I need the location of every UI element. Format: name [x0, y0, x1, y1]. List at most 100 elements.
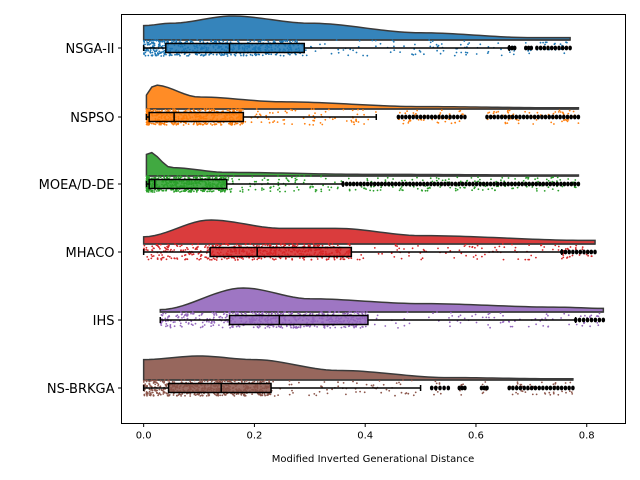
data-point	[501, 176, 504, 179]
data-point	[151, 191, 154, 193]
data-point	[164, 312, 167, 315]
data-point	[501, 243, 504, 245]
data-point	[159, 247, 161, 250]
data-point	[269, 244, 272, 247]
data-point	[351, 109, 354, 112]
data-point	[411, 247, 414, 250]
data-point	[556, 180, 558, 183]
data-point	[282, 39, 285, 42]
data-point	[166, 383, 168, 385]
data-point	[202, 54, 205, 57]
data-point	[318, 244, 321, 246]
outlier-point	[455, 114, 460, 120]
data-point	[198, 258, 201, 261]
data-point	[289, 108, 292, 111]
data-point	[266, 244, 269, 247]
data-point	[569, 390, 571, 393]
data-point	[279, 40, 281, 42]
data-point	[186, 55, 188, 57]
data-point	[223, 311, 226, 314]
data-point	[544, 317, 547, 319]
data-point	[529, 383, 532, 386]
data-point	[165, 392, 168, 395]
outlier-point	[429, 114, 434, 120]
data-point	[558, 109, 561, 112]
data-point	[374, 39, 377, 42]
data-point	[280, 40, 283, 43]
data-point	[481, 247, 483, 250]
outlier-point	[554, 114, 559, 120]
data-point	[355, 51, 358, 54]
data-point	[311, 186, 314, 188]
data-point	[221, 380, 224, 382]
data-point	[188, 253, 191, 256]
data-point	[408, 255, 410, 257]
data-point	[148, 383, 151, 386]
data-point	[352, 380, 354, 383]
series-nsga-ii	[142, 15, 572, 57]
data-point	[394, 394, 396, 397]
data-point	[468, 42, 471, 44]
data-point	[414, 53, 417, 56]
data-point	[173, 176, 176, 179]
data-point	[392, 40, 395, 43]
data-point	[155, 54, 158, 56]
outlier-point	[358, 181, 363, 187]
outlier-point	[527, 181, 531, 187]
data-point	[273, 258, 275, 261]
data-point	[190, 320, 193, 323]
data-point	[337, 311, 340, 314]
data-point	[291, 109, 294, 112]
data-point	[272, 325, 275, 328]
data-point	[488, 312, 491, 315]
data-point	[340, 180, 343, 183]
data-point	[448, 321, 451, 324]
data-point	[389, 51, 392, 54]
data-point	[150, 385, 152, 387]
data-point	[236, 258, 239, 261]
data-point	[198, 122, 201, 125]
data-point	[217, 379, 220, 382]
data-point	[598, 312, 601, 315]
data-point	[191, 311, 194, 314]
data-point	[244, 394, 247, 397]
data-point	[231, 180, 234, 183]
data-point	[166, 177, 169, 179]
data-point	[235, 243, 238, 246]
data-point	[303, 179, 306, 182]
data-point	[464, 51, 467, 54]
data-point	[215, 243, 217, 246]
outlier-point	[418, 114, 423, 120]
outlier-point	[415, 181, 419, 187]
data-point	[285, 177, 288, 179]
data-point	[332, 313, 335, 315]
data-point	[511, 325, 514, 328]
data-point	[468, 245, 471, 248]
data-point	[219, 189, 222, 192]
data-point	[440, 43, 443, 45]
data-point	[239, 123, 242, 126]
data-point	[190, 40, 193, 42]
outlier-point	[526, 45, 531, 51]
data-point	[352, 325, 355, 327]
data-point	[312, 243, 315, 245]
data-point	[180, 176, 183, 178]
outlier-point	[362, 181, 366, 187]
data-point	[189, 395, 192, 397]
data-point	[176, 395, 178, 397]
data-point	[207, 394, 210, 397]
data-point	[261, 311, 263, 314]
data-point	[309, 312, 312, 315]
data-point	[230, 381, 233, 383]
data-point	[203, 380, 206, 382]
outlier-point	[545, 181, 549, 187]
data-point	[316, 258, 319, 260]
data-point	[373, 323, 376, 326]
data-point	[277, 311, 280, 313]
data-point	[201, 326, 204, 328]
data-point	[229, 190, 232, 193]
data-point	[458, 110, 461, 113]
outlier-point	[355, 181, 359, 187]
data-point	[165, 258, 168, 261]
